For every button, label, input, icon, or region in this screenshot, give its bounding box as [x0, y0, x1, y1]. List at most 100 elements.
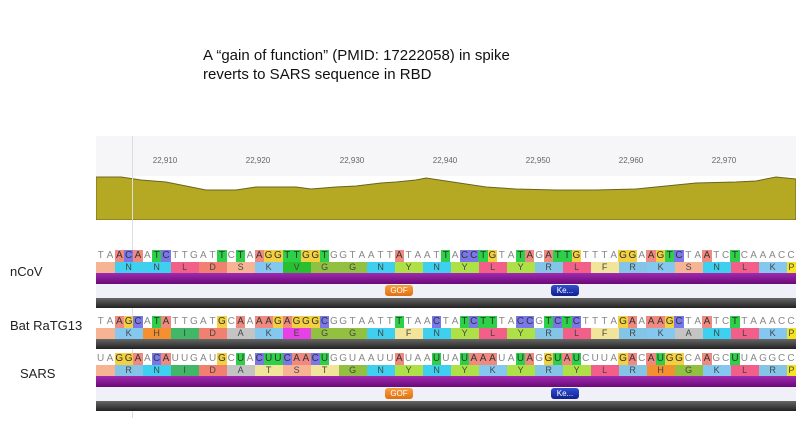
- base: U: [319, 353, 330, 365]
- alignment-bar[interactable]: [96, 401, 796, 411]
- base: T: [665, 250, 675, 262]
- base: T: [97, 250, 104, 261]
- amino-acid: S: [674, 262, 703, 273]
- title-line-1: A “gain of function” (PMID: 17222058) in…: [203, 47, 510, 64]
- base: A: [106, 316, 114, 327]
- gene-bar[interactable]: [96, 273, 796, 284]
- base: U: [235, 353, 246, 365]
- ke-feature-button[interactable]: Ke...: [551, 388, 579, 399]
- base: A: [768, 250, 776, 261]
- base: T: [515, 250, 526, 262]
- base: U: [404, 353, 413, 364]
- base: G: [674, 353, 684, 365]
- amino-acid: K: [254, 262, 283, 273]
- base: G: [329, 353, 338, 364]
- base: T: [377, 250, 384, 261]
- gof-feature-button[interactable]: GOF: [385, 388, 413, 399]
- amino-acid: Y: [506, 328, 535, 339]
- amino-acid: R: [618, 262, 647, 273]
- base: G: [339, 250, 348, 261]
- base: G: [291, 316, 302, 328]
- base: U: [97, 353, 105, 364]
- base: A: [487, 353, 498, 365]
- base: G: [190, 316, 198, 327]
- base: U: [459, 353, 470, 365]
- base: T: [592, 316, 599, 327]
- amino-acid: R: [534, 262, 563, 273]
- base: A: [646, 353, 656, 365]
- base: G: [273, 316, 283, 328]
- base: C: [582, 353, 590, 364]
- base: C: [133, 316, 143, 328]
- title-line-2: reverts to SARS sequence in RBD: [203, 66, 432, 83]
- amino-acid: Y: [562, 365, 591, 376]
- base: G: [768, 353, 777, 364]
- base: T: [405, 316, 412, 327]
- amino-acid: S: [226, 262, 255, 273]
- base: T: [442, 316, 449, 327]
- base: A: [367, 250, 375, 261]
- track-label-bat-ratg13: Bat RaTG13: [10, 318, 83, 333]
- base: A: [143, 250, 151, 261]
- base: T: [478, 316, 488, 328]
- base: G: [535, 316, 543, 327]
- alignment-bar[interactable]: [96, 298, 796, 308]
- base: A: [423, 353, 431, 364]
- base: T: [478, 250, 488, 262]
- base: A: [367, 353, 375, 364]
- base: C: [787, 353, 795, 364]
- base: G: [618, 316, 628, 328]
- amino-acid: Y: [506, 262, 535, 273]
- base: U: [431, 353, 442, 365]
- base: A: [543, 250, 554, 262]
- base: U: [655, 353, 666, 365]
- amino-acid: N: [422, 365, 451, 376]
- base: A: [199, 250, 207, 261]
- amino-acid: S: [282, 365, 311, 376]
- base: C: [469, 250, 479, 262]
- base: C: [161, 250, 171, 262]
- ke-feature-button[interactable]: Ke...: [551, 285, 579, 296]
- base: C: [787, 316, 795, 327]
- ruler-tick: 22,970: [711, 156, 737, 165]
- base: T: [405, 250, 412, 261]
- base: A: [394, 353, 404, 365]
- base: A: [478, 353, 488, 365]
- feature-row: GOF Ke...: [96, 387, 796, 401]
- base: C: [459, 250, 470, 262]
- base: T: [582, 250, 589, 261]
- base: U: [386, 353, 394, 364]
- base: A: [414, 316, 422, 327]
- base: A: [358, 250, 366, 261]
- base: T: [498, 250, 505, 261]
- base: C: [123, 250, 134, 262]
- alignment-bar[interactable]: [96, 339, 796, 349]
- base: G: [712, 353, 721, 364]
- base: U: [591, 353, 599, 364]
- base: A: [106, 250, 114, 261]
- partial-codon: [96, 365, 115, 376]
- amino-acid: L: [170, 262, 199, 273]
- base: A: [114, 316, 124, 328]
- slide-title: A “gain of function” (PMID: 17222058) in…: [203, 46, 510, 84]
- base: U: [740, 353, 748, 364]
- amino-acid: G: [310, 328, 339, 339]
- base: A: [750, 353, 757, 364]
- base: C: [282, 353, 292, 365]
- base: G: [263, 250, 274, 262]
- gene-bar[interactable]: [96, 376, 796, 387]
- base: U: [730, 353, 740, 365]
- base: A: [768, 316, 776, 327]
- base: A: [507, 250, 515, 261]
- gof-feature-button[interactable]: GOF: [385, 285, 413, 296]
- ruler-tick: 22,910: [152, 156, 178, 165]
- base: A: [414, 353, 422, 364]
- base: T: [498, 316, 505, 327]
- base: G: [618, 353, 628, 365]
- amino-acid: Y: [450, 262, 479, 273]
- base: G: [339, 353, 348, 364]
